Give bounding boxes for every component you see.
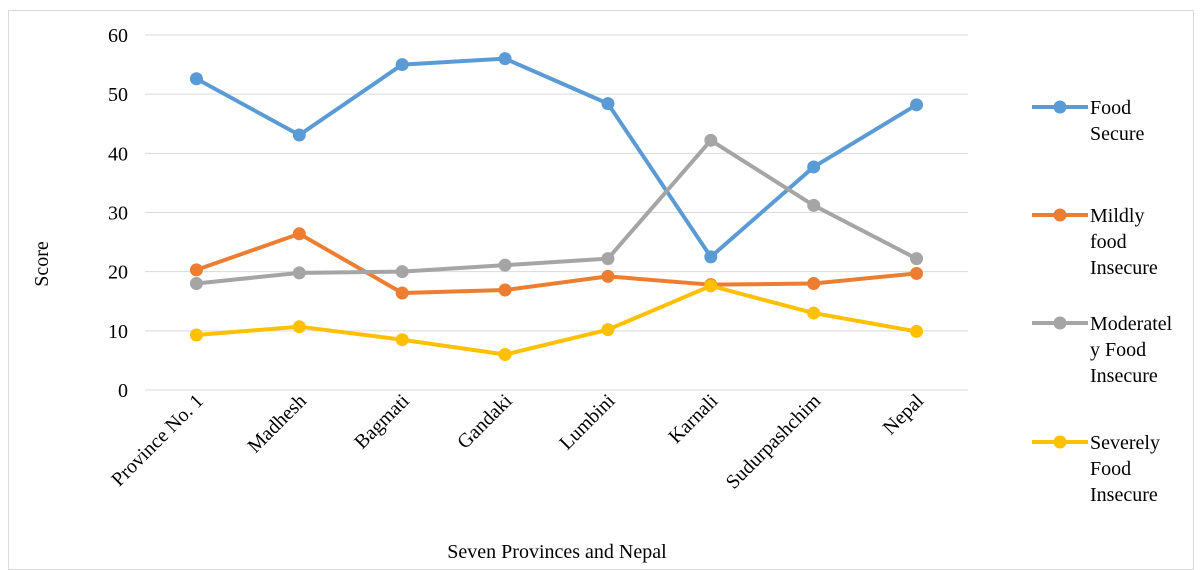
- legend-marker: [1053, 100, 1067, 114]
- legend: Food Secure Mildly food Insecure Moderatel y F…: [1032, 97, 1173, 506]
- legend-label: Mildly: [1090, 205, 1144, 227]
- data-point: [189, 328, 203, 342]
- y-tick-label: 50: [108, 84, 128, 106]
- data-point: [807, 277, 821, 290]
- legend-marker: [1053, 435, 1067, 449]
- data-point: [498, 258, 512, 272]
- data-point: [292, 266, 306, 280]
- data-point: [807, 160, 821, 174]
- legend-label: Secure: [1090, 123, 1145, 145]
- y-tick-label: 10: [108, 321, 128, 343]
- series-line: [194, 138, 919, 286]
- y-tick-label: 60: [108, 25, 128, 47]
- legend-item: Moderatel y Food Insecure: [1032, 313, 1173, 387]
- gridlines: [145, 34, 968, 391]
- data-point: [704, 279, 718, 293]
- data-point: [395, 333, 409, 347]
- legend-label: food: [1090, 231, 1127, 253]
- y-axis-title: Score: [31, 241, 53, 287]
- y-tick-label: 20: [108, 262, 128, 284]
- series-layer: [189, 52, 924, 361]
- data-point: [704, 133, 718, 147]
- data-point: [910, 266, 924, 280]
- x-tick-label: Karnali: [664, 390, 722, 448]
- legend-item: Food Secure: [1032, 97, 1145, 145]
- series-mildly-food-insecure: [189, 227, 924, 300]
- legend-marker: [1053, 208, 1067, 222]
- data-point: [292, 227, 306, 241]
- legend-label: y Food: [1090, 339, 1146, 361]
- y-tick-label: 40: [108, 143, 128, 165]
- data-point: [910, 98, 924, 112]
- data-point: [498, 348, 512, 361]
- data-point: [601, 252, 615, 266]
- data-point: [395, 265, 409, 279]
- data-point: [498, 283, 512, 297]
- legend-label: Insecure: [1090, 257, 1158, 279]
- legend-label: Insecure: [1090, 484, 1158, 506]
- data-point: [704, 250, 718, 264]
- x-tick-label: Nepal: [879, 390, 929, 440]
- legend-label: Food: [1090, 97, 1131, 119]
- y-tick-label: 30: [108, 203, 128, 225]
- x-axis-title: Seven Provinces and Nepal: [447, 541, 667, 563]
- legend-marker: [1053, 316, 1067, 330]
- legend-label: Severely: [1090, 432, 1160, 454]
- data-point: [807, 198, 821, 212]
- x-tick-label: Gandaki: [453, 390, 517, 454]
- series-line: [194, 56, 919, 259]
- x-tick-label: Sudurpashchim: [722, 390, 826, 494]
- data-point: [601, 323, 615, 337]
- y-axis-tick-labels: 0 10 20 30 40 50 60: [108, 25, 128, 402]
- series-line: [194, 283, 919, 357]
- x-tick-label: Bagmati: [350, 390, 414, 454]
- data-point: [910, 324, 924, 338]
- legend-label: Moderatel: [1090, 313, 1173, 335]
- legend-item: Mildly food Insecure: [1032, 205, 1158, 279]
- data-point: [601, 97, 615, 111]
- chart-frame: [8, 10, 1194, 570]
- data-point: [498, 52, 512, 66]
- series-moderately-food-insecure: [189, 133, 924, 290]
- y-tick-label: 0: [118, 380, 128, 402]
- series-food-secure: [189, 52, 924, 264]
- data-point: [189, 263, 203, 277]
- x-axis-tick-labels: Province No. 1 Madhesh Bagmati Gandaki Lumbi…: [107, 390, 928, 494]
- x-tick-label: Madhesh: [243, 390, 310, 457]
- legend-item: Severely Food Insecure: [1032, 432, 1160, 506]
- data-point: [189, 72, 203, 86]
- data-point: [292, 128, 306, 142]
- series-severely-food-insecure: [189, 279, 924, 361]
- legend-label: Food: [1090, 458, 1131, 480]
- data-point: [910, 252, 924, 266]
- data-point: [292, 320, 306, 334]
- data-point: [395, 286, 409, 300]
- data-point: [807, 306, 821, 320]
- data-point: [395, 58, 409, 72]
- legend-label: Insecure: [1090, 365, 1158, 387]
- series-line: [194, 231, 919, 295]
- data-point: [189, 277, 203, 290]
- x-tick-label: Province No. 1: [107, 390, 208, 491]
- data-point: [601, 269, 615, 283]
- x-tick-label: Lumbini: [555, 390, 620, 455]
